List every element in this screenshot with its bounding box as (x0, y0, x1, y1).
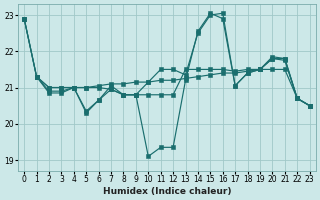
X-axis label: Humidex (Indice chaleur): Humidex (Indice chaleur) (103, 187, 231, 196)
